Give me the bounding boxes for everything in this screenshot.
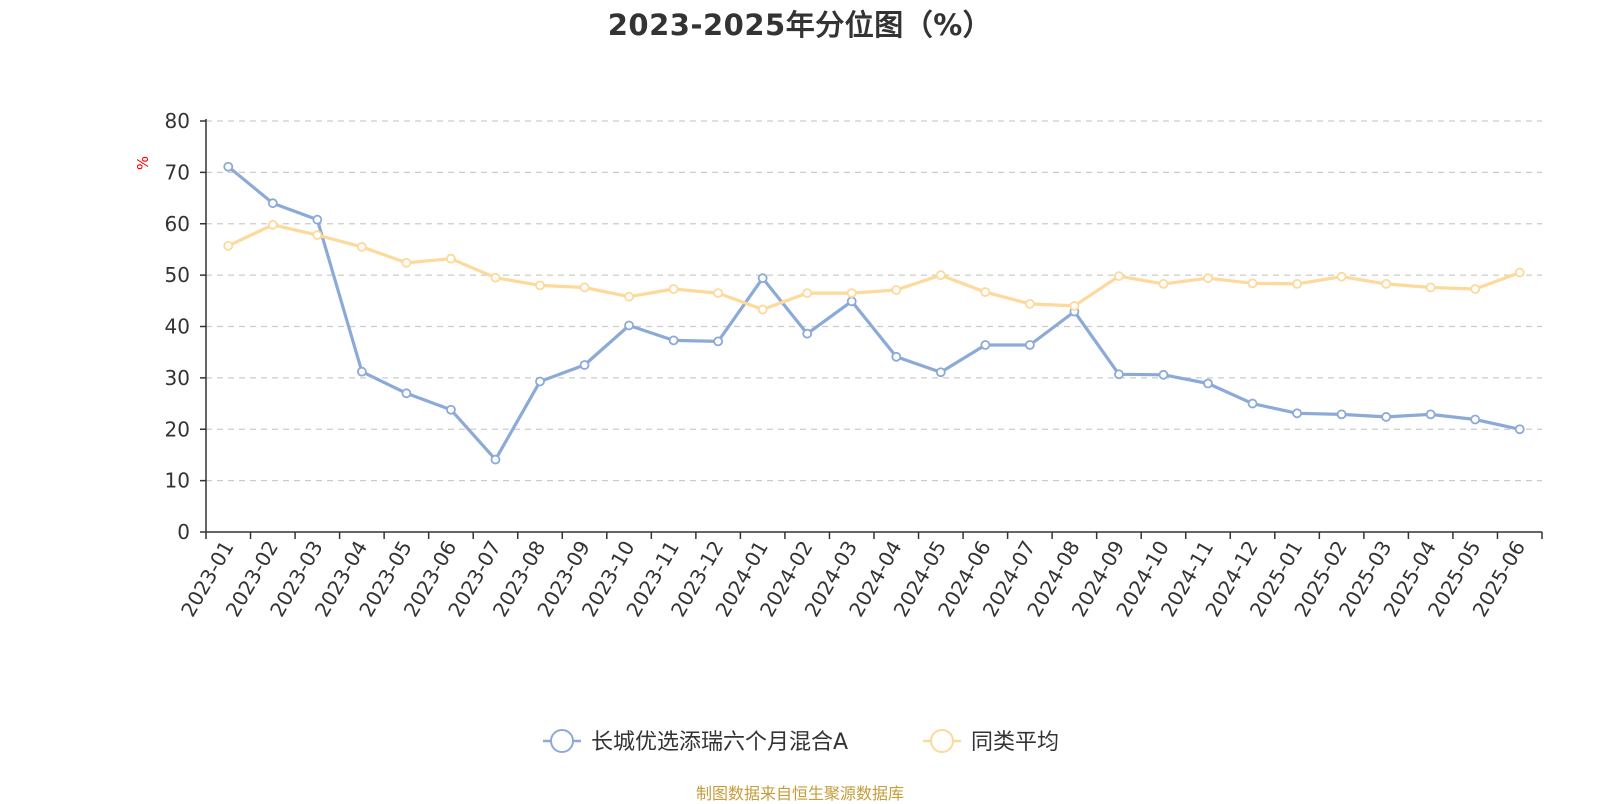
data-point	[223, 161, 234, 172]
data-point	[1114, 271, 1124, 282]
grid-lines	[206, 120, 1542, 482]
data-point	[846, 296, 857, 307]
data-point	[713, 288, 724, 299]
y-tick-label: 40	[165, 315, 190, 339]
data-point	[401, 388, 412, 399]
data-point	[490, 272, 501, 283]
data-point	[668, 284, 679, 294]
data-point	[446, 253, 456, 264]
series-line	[226, 223, 1522, 312]
y-tick-label: 70	[165, 160, 190, 184]
data-point	[1203, 378, 1213, 389]
data-point	[802, 288, 813, 299]
data-point	[891, 285, 902, 295]
data-point	[980, 287, 991, 297]
data-point	[802, 328, 813, 339]
data-point	[312, 230, 323, 240]
data-point	[1069, 301, 1080, 311]
data-point	[757, 304, 768, 315]
data-source-note: 制图数据来自恒生聚源数据库	[695, 784, 904, 803]
data-point	[1470, 284, 1481, 294]
data-point	[935, 367, 946, 378]
data-point	[1114, 369, 1124, 380]
data-point	[401, 257, 412, 268]
data-point	[1203, 273, 1213, 284]
data-point	[891, 351, 902, 362]
data-point	[1158, 369, 1169, 380]
data-point	[356, 241, 367, 252]
data-point	[490, 454, 501, 465]
legend-label: 同类平均	[971, 730, 1059, 755]
data-point	[312, 214, 323, 225]
data-point	[757, 273, 768, 284]
data-point	[356, 366, 367, 377]
data-point	[1381, 278, 1392, 289]
data-point	[1247, 398, 1258, 409]
data-point	[1292, 408, 1302, 419]
y-tick-label: 0	[177, 520, 190, 544]
data-point	[579, 360, 590, 370]
data-point	[1336, 271, 1347, 282]
data-point	[624, 291, 634, 302]
series-layer	[223, 161, 1525, 465]
data-point	[624, 320, 634, 331]
y-tick-label: 10	[165, 469, 190, 493]
legend[interactable]: 长城优选添瑞六个月混合A 同类平均	[543, 729, 1059, 755]
data-point	[1292, 278, 1302, 289]
data-point	[535, 280, 545, 291]
data-point	[1024, 298, 1035, 309]
data-point	[1247, 278, 1258, 289]
series-1	[223, 161, 1525, 465]
series-2	[223, 219, 1525, 315]
axes: 01020304050607080%2023-012023-022023-032…	[134, 109, 1543, 621]
series-line	[226, 165, 1522, 462]
data-point	[535, 376, 545, 387]
legend-label: 长城优选添瑞六个月混合A	[591, 730, 848, 755]
y-tick-label: 60	[165, 212, 190, 236]
y-tick-label: 30	[165, 366, 190, 390]
data-point	[1514, 424, 1525, 435]
data-point	[1158, 278, 1169, 289]
y-tick-label: 50	[165, 263, 190, 287]
data-point	[1381, 412, 1392, 422]
y-axis-unit-label: %	[134, 156, 152, 170]
data-point	[980, 340, 991, 350]
data-point	[267, 198, 278, 209]
data-point	[579, 282, 590, 293]
y-tick-label: 80	[165, 109, 190, 133]
data-point	[446, 404, 456, 415]
legend-marker	[930, 729, 954, 753]
data-point	[1425, 282, 1436, 293]
data-point	[1470, 414, 1481, 425]
chart-title: 2023-2025年分位图（%）	[607, 8, 993, 42]
legend-item-1[interactable]: 长城优选添瑞六个月混合A	[543, 729, 848, 755]
data-point	[935, 270, 946, 281]
data-point	[267, 219, 278, 230]
data-point	[1024, 340, 1035, 350]
data-point	[223, 240, 234, 251]
legend-item-2[interactable]: 同类平均	[923, 729, 1059, 755]
data-point	[713, 336, 724, 347]
data-point	[846, 288, 857, 299]
data-point	[1514, 267, 1525, 278]
y-tick-label: 20	[165, 417, 190, 441]
data-point	[1336, 409, 1347, 420]
legend-marker	[550, 729, 574, 753]
data-point	[1425, 409, 1436, 420]
data-point	[668, 335, 679, 346]
